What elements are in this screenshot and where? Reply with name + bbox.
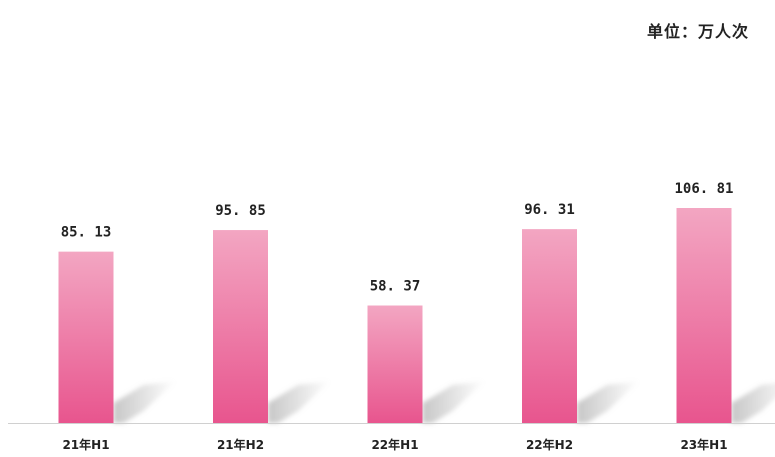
bar-21年H1 <box>58 251 114 423</box>
value-labels: 85. 13 95. 85 58. 37 96. 31 106. 81 <box>61 181 734 295</box>
value-label: 96. 31 <box>524 202 575 218</box>
bar-shadow <box>731 383 775 423</box>
bar-23年H1 <box>676 208 732 423</box>
bar-22年H2 <box>522 229 577 423</box>
bar-shadow <box>577 381 639 423</box>
value-label: 58. 37 <box>370 279 421 295</box>
bar-shadow <box>422 381 485 423</box>
bar-shadow <box>113 381 176 423</box>
category-labels: 21年H1 21年H2 22年H1 22年H2 23年H1 <box>62 437 727 452</box>
bar-21年H2 <box>213 230 268 423</box>
category-label: 22年H2 <box>526 437 573 452</box>
bar-shadow <box>268 381 330 423</box>
value-label: 85. 13 <box>61 225 112 241</box>
category-label: 22年H1 <box>371 437 418 452</box>
bar-22年H1 <box>367 305 423 423</box>
bar-shadows <box>113 381 775 423</box>
value-label: 106. 81 <box>674 181 733 197</box>
unit-label: 单位：万人次 <box>646 22 749 41</box>
category-label: 21年H1 <box>62 437 109 452</box>
value-label: 95. 85 <box>215 203 266 219</box>
bars <box>58 208 732 423</box>
category-label: 21年H2 <box>217 437 264 452</box>
category-label: 23年H1 <box>680 437 727 452</box>
